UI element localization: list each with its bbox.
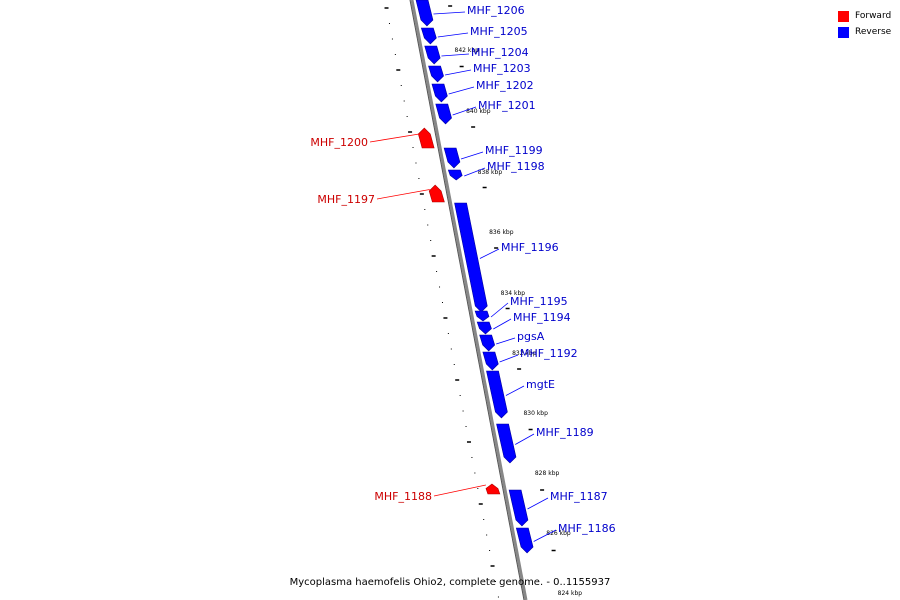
- feature-label-mhf_1192[interactable]: MHF_1192: [520, 347, 578, 360]
- scale-label: 826 kbp: [546, 530, 571, 537]
- scale-label: 834 kbp: [501, 290, 526, 297]
- scale-label: 824 kbp: [558, 590, 583, 597]
- feature-label-mgte[interactable]: mgtE: [526, 378, 555, 391]
- feature-arrow-mhf_1196[interactable]: [454, 202, 488, 313]
- leader-line: [448, 86, 475, 95]
- feature-arrow-mhf_1202[interactable]: [431, 83, 448, 103]
- feature-label-mhf_1188[interactable]: MHF_1188: [374, 490, 432, 503]
- leader-line: [496, 337, 516, 345]
- feature-arrow-mhf_1194[interactable]: [476, 321, 492, 335]
- feature-label-mhf_1201[interactable]: MHF_1201: [478, 99, 536, 112]
- feature-label-mhf_1196[interactable]: MHF_1196: [501, 241, 559, 254]
- feature-label-mhf_1202[interactable]: MHF_1202: [476, 79, 534, 92]
- feature-label-mhf_1198[interactable]: MHF_1198: [487, 160, 545, 173]
- feature-arrow-mhf_1205[interactable]: [420, 27, 437, 45]
- leader-line: [441, 53, 470, 57]
- leader-line: [433, 484, 486, 497]
- leader-line: [515, 433, 535, 445]
- feature-label-mhf_1197[interactable]: MHF_1197: [317, 193, 375, 206]
- feature-arrow-pgsa[interactable]: [479, 334, 496, 352]
- feature-arrow-mhf_1187[interactable]: [508, 489, 529, 527]
- scale-labels: 842 kbp 840 kbp 838 kbp 836 kbp 834 kbp 832 k…: [455, 47, 583, 597]
- tick-marks: [384, 5, 556, 598]
- legend-reverse-label: Reverse: [855, 27, 892, 37]
- legend: Forward Reverse: [838, 8, 891, 40]
- backbone-line: [410, 0, 528, 600]
- leader-line: [444, 69, 472, 76]
- feature-label-mhf_1186[interactable]: MHF_1186: [558, 522, 616, 535]
- feature-arrow-mhf_1197[interactable]: [428, 184, 445, 203]
- leader-line: [464, 167, 486, 177]
- feature-label-mhf_1204[interactable]: MHF_1204: [471, 46, 529, 59]
- scale-label: 838 kbp: [478, 169, 503, 176]
- feature-arrows: [415, 0, 534, 554]
- backbone-edge: [409, 0, 525, 600]
- leader-line: [479, 248, 500, 259]
- feature-label-mhf_1206[interactable]: MHF_1206: [467, 4, 525, 17]
- feature-label-mhf_1199[interactable]: MHF_1199: [485, 144, 543, 157]
- legend-reverse: Reverse: [838, 24, 891, 40]
- feature-arrow-mgte[interactable]: [486, 370, 508, 419]
- leader-line: [527, 497, 549, 510]
- scale-label: 832 kbp: [512, 350, 537, 357]
- legend-forward-label: Forward: [855, 11, 892, 21]
- leader-line: [505, 385, 525, 396]
- feature-arrow-mhf_1204[interactable]: [424, 45, 441, 65]
- feature-arrow-mhf_1200[interactable]: [417, 127, 435, 149]
- feature-arrow-mhf_1198[interactable]: [447, 169, 463, 181]
- feature-arrow-mhf_1201[interactable]: [435, 103, 452, 125]
- genome-title: Mycoplasma haemofelis Ohio2, complete ge…: [289, 577, 611, 588]
- scale-label: 842 kbp: [455, 47, 480, 54]
- leader-line: [376, 189, 430, 200]
- feature-label-mhf_1189[interactable]: MHF_1189: [536, 426, 594, 439]
- scale-label: 836 kbp: [489, 229, 514, 236]
- leader-line: [437, 32, 469, 38]
- feature-label-mhf_1195[interactable]: MHF_1195: [510, 295, 568, 308]
- reverse-swatch: [838, 26, 849, 38]
- feature-labels: MHF_1206 MHF_1205 MHF_1204 MHF_1203 MHF_1202…: [310, 4, 616, 542]
- genome-backbone: [409, 0, 528, 600]
- legend-forward: Forward: [838, 8, 891, 24]
- feature-label-pgsa[interactable]: pgsA: [517, 330, 545, 343]
- leader-line: [452, 106, 477, 116]
- leader-line: [460, 151, 484, 160]
- feature-arrow-mhf_1189[interactable]: [496, 423, 517, 464]
- feature-label-mhf_1194[interactable]: MHF_1194: [513, 311, 571, 324]
- feature-arrow-mhf_1186[interactable]: [515, 527, 534, 554]
- leader-line: [490, 302, 509, 318]
- feature-arrow-mhf_1206[interactable]: [415, 0, 434, 27]
- leader-line: [499, 354, 519, 363]
- feature-label-mhf_1187[interactable]: MHF_1187: [550, 490, 608, 503]
- leader-line: [533, 529, 557, 542]
- scale-label: 828 kbp: [535, 470, 560, 477]
- leader-line: [433, 11, 466, 15]
- feature-arrow-mhf_1192[interactable]: [482, 351, 499, 371]
- feature-label-mhf_1205[interactable]: MHF_1205: [470, 25, 528, 38]
- feature-arrow-mhf_1203[interactable]: [428, 65, 444, 83]
- feature-arrow-mhf_1199[interactable]: [443, 147, 461, 169]
- leader-line: [369, 133, 420, 143]
- feature-label-mhf_1200[interactable]: MHF_1200: [310, 136, 368, 149]
- forward-swatch: [838, 10, 849, 22]
- feature-label-mhf_1203[interactable]: MHF_1203: [473, 62, 531, 75]
- scale-label: 830 kbp: [523, 410, 548, 417]
- leader-line: [493, 318, 512, 330]
- feature-arrow-mhf_1188[interactable]: [485, 483, 501, 495]
- scale-label: 840 kbp: [466, 108, 491, 115]
- feature-arrow-mhf_1195[interactable]: [474, 310, 490, 322]
